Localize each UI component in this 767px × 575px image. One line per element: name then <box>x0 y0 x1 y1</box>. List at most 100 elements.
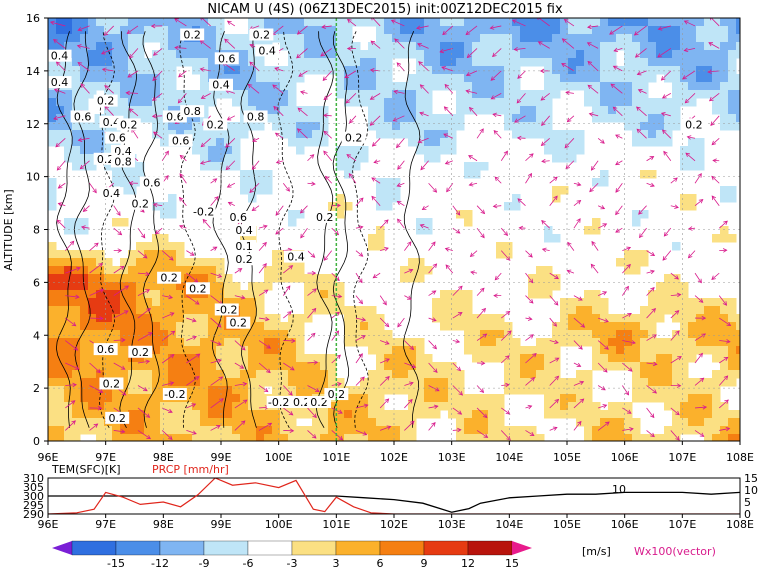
shade-cell <box>152 82 161 91</box>
shade-cell <box>696 378 705 387</box>
wind-vector-head <box>53 115 58 121</box>
wind-vector-head <box>217 358 222 364</box>
shade-cell <box>512 90 521 99</box>
wind-vector <box>65 240 75 251</box>
shade-cell <box>216 346 225 355</box>
shade-cell <box>264 18 273 27</box>
shade-cell <box>560 402 569 411</box>
shade-cell <box>496 410 505 419</box>
wind-vector-head <box>289 366 295 371</box>
wind-vector <box>355 353 363 364</box>
shade-cell <box>424 402 433 411</box>
wind-vector <box>615 183 623 193</box>
shade-cell <box>48 354 57 363</box>
shade-cell <box>552 74 561 83</box>
shade-cell <box>72 106 81 115</box>
wind-vector <box>325 176 333 184</box>
shade-cell <box>616 426 625 435</box>
wind-vector <box>589 182 599 192</box>
shade-cell <box>552 330 561 339</box>
wind-vector <box>469 182 478 186</box>
shade-cell <box>160 66 169 75</box>
shade-cell <box>672 370 681 379</box>
shade-cell <box>376 386 385 395</box>
wind-vector <box>50 21 66 27</box>
shade-cell <box>312 434 321 441</box>
shade-cell <box>48 202 57 211</box>
wind-vector <box>283 249 292 252</box>
shade-cell <box>152 322 161 331</box>
wind-vector-head <box>465 89 471 94</box>
shade-cell <box>608 106 617 115</box>
shade-cell <box>256 82 265 91</box>
wind-vector <box>162 312 175 319</box>
shade-cell <box>304 410 313 419</box>
wind-vector-head <box>119 265 125 271</box>
wind-vector-head <box>698 352 703 358</box>
shade-cell <box>560 18 569 27</box>
shade-cell <box>216 378 225 387</box>
shade-cell <box>528 370 537 379</box>
shade-cell <box>352 18 361 27</box>
shade-cell <box>648 114 657 123</box>
shade-cell <box>656 434 665 441</box>
shade-cell <box>288 274 297 283</box>
shade-cell <box>664 26 673 35</box>
shade-cell <box>728 418 737 427</box>
wind-vector-head <box>212 178 218 183</box>
wind-vector-head <box>482 413 488 419</box>
wind-vector-head <box>371 177 376 182</box>
shade-cell <box>600 410 609 419</box>
wind-vector-head <box>431 421 436 427</box>
wind-vector <box>210 340 222 346</box>
wind-vector <box>152 115 163 117</box>
contour-label-box <box>105 131 130 144</box>
wind-vector <box>129 48 139 59</box>
shade-cell <box>576 314 585 323</box>
shade-cell <box>472 346 481 355</box>
shade-cell <box>408 370 417 379</box>
shade-cell <box>48 58 57 67</box>
shade-cell <box>448 50 457 59</box>
shade-cell <box>624 250 633 259</box>
shade-cell <box>384 426 393 435</box>
wind-vector-head <box>554 357 560 362</box>
shade-cell <box>536 98 545 107</box>
shade-cell <box>200 146 209 155</box>
shade-cell <box>128 266 137 275</box>
wind-vector-head <box>554 274 559 280</box>
shade-cell <box>280 42 289 51</box>
shade-cell <box>104 330 113 339</box>
shade-cell <box>56 130 65 139</box>
shade-cell <box>368 242 377 251</box>
wind-vector <box>186 250 195 256</box>
shade-cell <box>48 394 57 403</box>
shade-cell <box>504 66 513 75</box>
shade-cell <box>96 50 105 59</box>
shade-cell <box>368 98 377 107</box>
shade-cell <box>320 410 329 419</box>
shade-cell <box>656 42 665 51</box>
wind-vector-head <box>297 107 303 112</box>
wind-vector <box>89 263 103 274</box>
shade-cell <box>168 370 177 379</box>
shade-cell <box>120 170 129 179</box>
shade-cell <box>168 426 177 435</box>
wind-vector <box>380 340 390 345</box>
wind-vector <box>179 173 187 184</box>
wind-vector-head <box>711 140 717 146</box>
shade-cell <box>712 434 721 441</box>
shade-cell <box>232 34 241 43</box>
wind-vector <box>379 376 390 386</box>
shade-cell <box>616 322 625 331</box>
shade-cell <box>104 354 113 363</box>
contour-label: 0.6 <box>172 134 190 147</box>
shade-cell <box>632 250 641 259</box>
shade-cell <box>456 322 465 331</box>
wind-vector <box>210 272 222 278</box>
shade-cell <box>424 34 433 43</box>
shade-cell <box>64 322 73 331</box>
shade-cell <box>96 74 105 83</box>
shade-cell <box>408 434 417 441</box>
shade-cell <box>168 74 177 83</box>
